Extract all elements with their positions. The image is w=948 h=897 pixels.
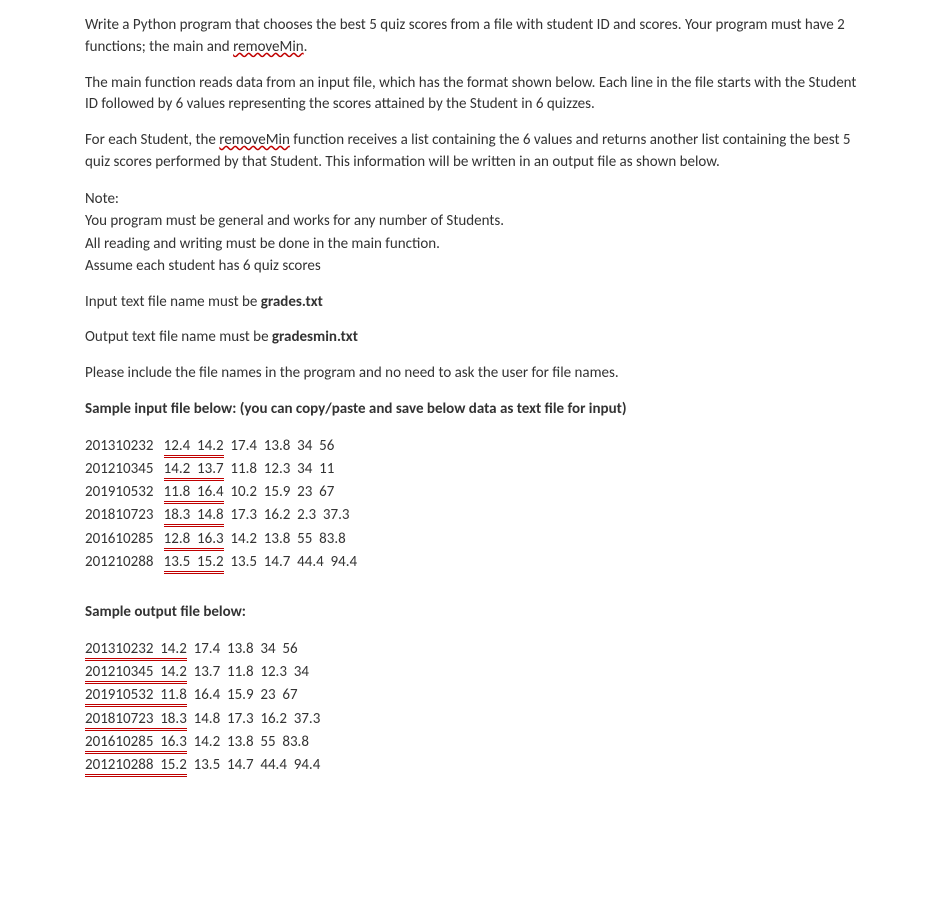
- note-line: All reading and writing must be done in …: [85, 233, 863, 256]
- text: 14.2 13.8 55 83.8: [224, 530, 346, 548]
- sample-input-block: 201310232 12.4 14.2 17.4 13.8 34 56 2012…: [85, 435, 863, 575]
- text: .: [304, 38, 308, 56]
- paragraph-main-desc: The main function reads data from an inp…: [85, 73, 863, 117]
- grammar-error: 201910532 11.8: [85, 686, 187, 707]
- sample-output-heading: Sample output file below:: [85, 602, 863, 624]
- data-row: 201810723 18.3 14.8 17.3 16.2 37.3: [85, 708, 863, 731]
- grammar-error: 13.5 15.2: [164, 553, 224, 574]
- text: 13.5 14.7 44.4 94.4: [187, 756, 321, 774]
- grammar-error: 201610285 16.3: [85, 733, 187, 754]
- text: 14.2 13.8 55 83.8: [187, 733, 309, 751]
- text: 17.4 13.8 34 56: [224, 437, 335, 455]
- paragraph-filenames-note: Please include the file names in the pro…: [85, 363, 863, 385]
- text: 201210288: [85, 553, 164, 571]
- data-row: 201910532 11.8 16.4 10.2 15.9 23 67: [85, 481, 863, 504]
- data-row: 201210288 15.2 13.5 14.7 44.4 94.4: [85, 754, 863, 777]
- spelling-error: removeMin: [233, 38, 304, 56]
- text: 17.4 13.8 34 56: [187, 640, 298, 658]
- grammar-error: 12.4 14.2: [164, 437, 224, 458]
- text: 16.4 15.9 23 67: [187, 686, 298, 704]
- data-row: 201210345 14.2 13.7 11.8 12.3 34: [85, 661, 863, 684]
- text: Output text file name must be: [85, 328, 272, 346]
- text: 17.3 16.2 2.3 37.3: [224, 506, 350, 524]
- paragraph-input-filename: Input text file name must be grades.txt: [85, 292, 863, 314]
- grammar-error: 201810723 18.3: [85, 710, 187, 731]
- grammar-error: 201210345 14.2: [85, 663, 187, 684]
- grammar-error: 12.8 16.3: [164, 530, 224, 551]
- note-line: Assume each student has 6 quiz scores: [85, 255, 863, 278]
- data-row: 201910532 11.8 16.4 15.9 23 67: [85, 684, 863, 707]
- data-row: 201310232 12.4 14.2 17.4 13.8 34 56: [85, 435, 863, 458]
- text: 201910532: [85, 483, 164, 501]
- filename: grades.txt: [261, 293, 323, 311]
- sample-input-heading: Sample input file below: (you can copy/p…: [85, 399, 863, 421]
- text: 11.8 12.3 34 11: [224, 460, 335, 478]
- grammar-error: 201310232 14.2: [85, 640, 187, 661]
- text: 201310232: [85, 437, 164, 455]
- text: 201810723: [85, 506, 164, 524]
- text: 10.2 15.9 23 67: [224, 483, 335, 501]
- text: Input text file name must be: [85, 293, 261, 311]
- data-row: 201810723 18.3 14.8 17.3 16.2 2.3 37.3: [85, 504, 863, 527]
- note-line: You program must be general and works fo…: [85, 210, 863, 233]
- text: 13.5 14.7 44.4 94.4: [224, 553, 358, 571]
- grammar-error: 201210288 15.2: [85, 756, 187, 777]
- paragraph-removemin-desc: For each Student, the removeMin function…: [85, 130, 863, 174]
- data-row: 201210345 14.2 13.7 11.8 12.3 34 11: [85, 458, 863, 481]
- text: 14.8 17.3 16.2 37.3: [187, 710, 321, 728]
- grammar-error: 18.3 14.8: [164, 506, 224, 527]
- note-block: Note: You program must be general and wo…: [85, 188, 863, 278]
- data-row: 201310232 14.2 17.4 13.8 34 56: [85, 638, 863, 661]
- text: 201610285: [85, 530, 164, 548]
- data-row: 201610285 12.8 16.3 14.2 13.8 55 83.8: [85, 528, 863, 551]
- text: 13.7 11.8 12.3 34: [187, 663, 309, 681]
- paragraph-output-filename: Output text file name must be gradesmin.…: [85, 327, 863, 349]
- data-row: 201610285 16.3 14.2 13.8 55 83.8: [85, 731, 863, 754]
- note-title: Note:: [85, 188, 863, 211]
- spelling-error: removeMin: [219, 131, 290, 149]
- sample-output-block: 201310232 14.2 17.4 13.8 34 56 201210345…: [85, 638, 863, 778]
- text: For each Student, the: [85, 131, 219, 149]
- paragraph-intro: Write a Python program that chooses the …: [85, 15, 863, 59]
- grammar-error: 11.8 16.4: [164, 483, 224, 504]
- filename: gradesmin.txt: [272, 328, 358, 346]
- data-row: 201210288 13.5 15.2 13.5 14.7 44.4 94.4: [85, 551, 863, 574]
- text: Write a Python program that chooses the …: [85, 16, 845, 56]
- grammar-error: 14.2 13.7: [164, 460, 224, 481]
- text: 201210345: [85, 460, 164, 478]
